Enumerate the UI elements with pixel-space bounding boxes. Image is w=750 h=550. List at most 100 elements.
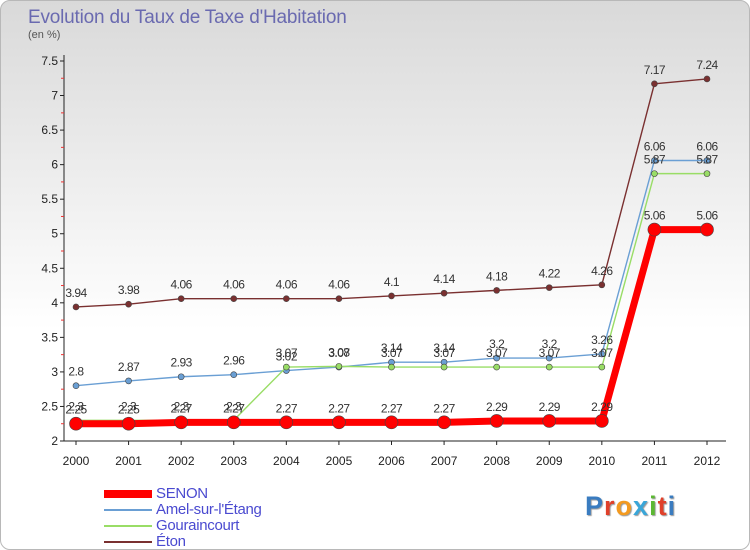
x-tick-label: 2007 <box>431 454 458 468</box>
data-point <box>545 284 553 291</box>
x-tick-label: 2005 <box>326 454 353 468</box>
data-label: 2.27 <box>170 401 192 415</box>
x-tick-label: 2004 <box>273 454 300 468</box>
data-label: 3.07 <box>539 346 561 360</box>
data-label: 4.06 <box>170 278 192 292</box>
data-point <box>651 157 658 164</box>
data-point <box>440 289 448 297</box>
data-label: 3.14 <box>433 341 455 355</box>
data-label: 4.26 <box>591 264 613 278</box>
y-tick-label: 4 <box>51 296 58 310</box>
data-point <box>335 295 343 302</box>
legend-label: Éton <box>156 533 186 550</box>
data-point <box>177 295 185 302</box>
data-point <box>121 416 136 431</box>
data-point <box>598 281 606 289</box>
data-label: 5.87 <box>696 153 718 167</box>
logo-letter: o <box>615 491 634 521</box>
data-label: 3.07 <box>591 346 613 360</box>
chart-title: Evolution du Taux de Taxe d'Habitation <box>28 7 347 28</box>
data-label: 2.29 <box>539 400 561 414</box>
x-tick-label: 2011 <box>642 454 668 468</box>
data-label: 3.26 <box>591 333 613 347</box>
data-label: 7.17 <box>644 63 666 77</box>
x-tick-label: 2001 <box>115 454 142 468</box>
data-label: 2.96 <box>223 354 245 368</box>
legend-swatch <box>104 525 152 527</box>
x-tick-label: 2006 <box>378 454 405 468</box>
proxiti-logo: Proxiti <box>585 491 676 522</box>
series-senon <box>69 222 714 431</box>
data-point <box>388 292 395 300</box>
data-label: 4.06 <box>223 278 245 292</box>
data-label: 6.06 <box>644 139 666 153</box>
y-tick-label: 4.5 <box>41 261 58 275</box>
data-label: 3.07 <box>381 346 403 360</box>
data-point <box>703 170 711 177</box>
y-tick-label: 3.5 <box>41 330 58 344</box>
data-point <box>384 415 399 430</box>
data-point <box>493 363 500 371</box>
legend-swatch <box>104 509 152 511</box>
data-point <box>335 363 343 370</box>
data-point <box>69 416 83 431</box>
data-point <box>493 287 500 294</box>
x-tick-label: 2002 <box>168 454 195 468</box>
series-eton <box>72 75 711 311</box>
x-tick-label: 2012 <box>694 454 721 468</box>
data-label: 3.2 <box>489 337 505 351</box>
data-label: 3.08 <box>328 345 350 359</box>
logo-letter: t <box>657 491 668 521</box>
data-label: 2.27 <box>223 401 245 415</box>
y-tick-label: 6 <box>51 158 58 172</box>
data-label: 5.87 <box>644 153 666 167</box>
data-label: 2.27 <box>328 401 350 415</box>
data-label: 2.3 <box>121 399 137 413</box>
data-point <box>125 300 132 308</box>
legend-label: Amel-sur-l'Étang <box>156 501 262 518</box>
legend-swatch <box>104 541 152 543</box>
chart-subtitle: (en %) <box>28 29 61 41</box>
y-tick-label: 5 <box>51 227 58 241</box>
data-label: 2.27 <box>276 401 298 415</box>
data-label: 2.25 <box>118 403 140 417</box>
data-label: 2.3 <box>226 399 242 413</box>
data-label: 7.24 <box>696 58 718 72</box>
data-point <box>230 295 238 302</box>
data-point <box>651 170 658 177</box>
data-label: 6.06 <box>696 139 718 153</box>
data-label: 2.8 <box>68 365 84 379</box>
data-point <box>598 363 606 371</box>
logo-letter: x <box>633 491 650 521</box>
data-point <box>332 415 346 430</box>
data-label: 3.94 <box>65 286 87 300</box>
data-point <box>489 414 504 428</box>
y-tick-label: 6.5 <box>41 123 58 137</box>
data-label: 2.3 <box>68 399 84 413</box>
y-tick-label: 7 <box>51 89 58 103</box>
logo-letter: P <box>585 491 605 521</box>
data-point <box>647 222 662 237</box>
data-label: 4.1 <box>384 275 400 289</box>
data-point <box>283 363 290 371</box>
data-point <box>703 157 711 164</box>
x-tick-label: 2008 <box>483 454 510 468</box>
legend-swatch <box>104 490 152 498</box>
data-label: 3.02 <box>276 350 298 364</box>
data-point <box>542 414 557 428</box>
data-label: 2.87 <box>118 360 140 374</box>
data-point <box>545 354 553 362</box>
data-point <box>700 222 714 237</box>
y-tick-label: 3 <box>51 365 58 379</box>
x-tick-label: 2000 <box>63 454 90 468</box>
y-tick-label: 7.5 <box>41 54 58 68</box>
data-label: 4.22 <box>539 267 561 281</box>
data-label: 2.27 <box>433 401 455 415</box>
data-label: 2.93 <box>170 356 192 370</box>
data-label: 5.06 <box>696 209 718 223</box>
x-tick-label: 2003 <box>220 454 247 468</box>
data-label: 3.2 <box>542 337 558 351</box>
data-label: 3.07 <box>276 346 298 360</box>
data-label: 4.18 <box>486 269 508 283</box>
data-label: 5.06 <box>644 209 666 223</box>
